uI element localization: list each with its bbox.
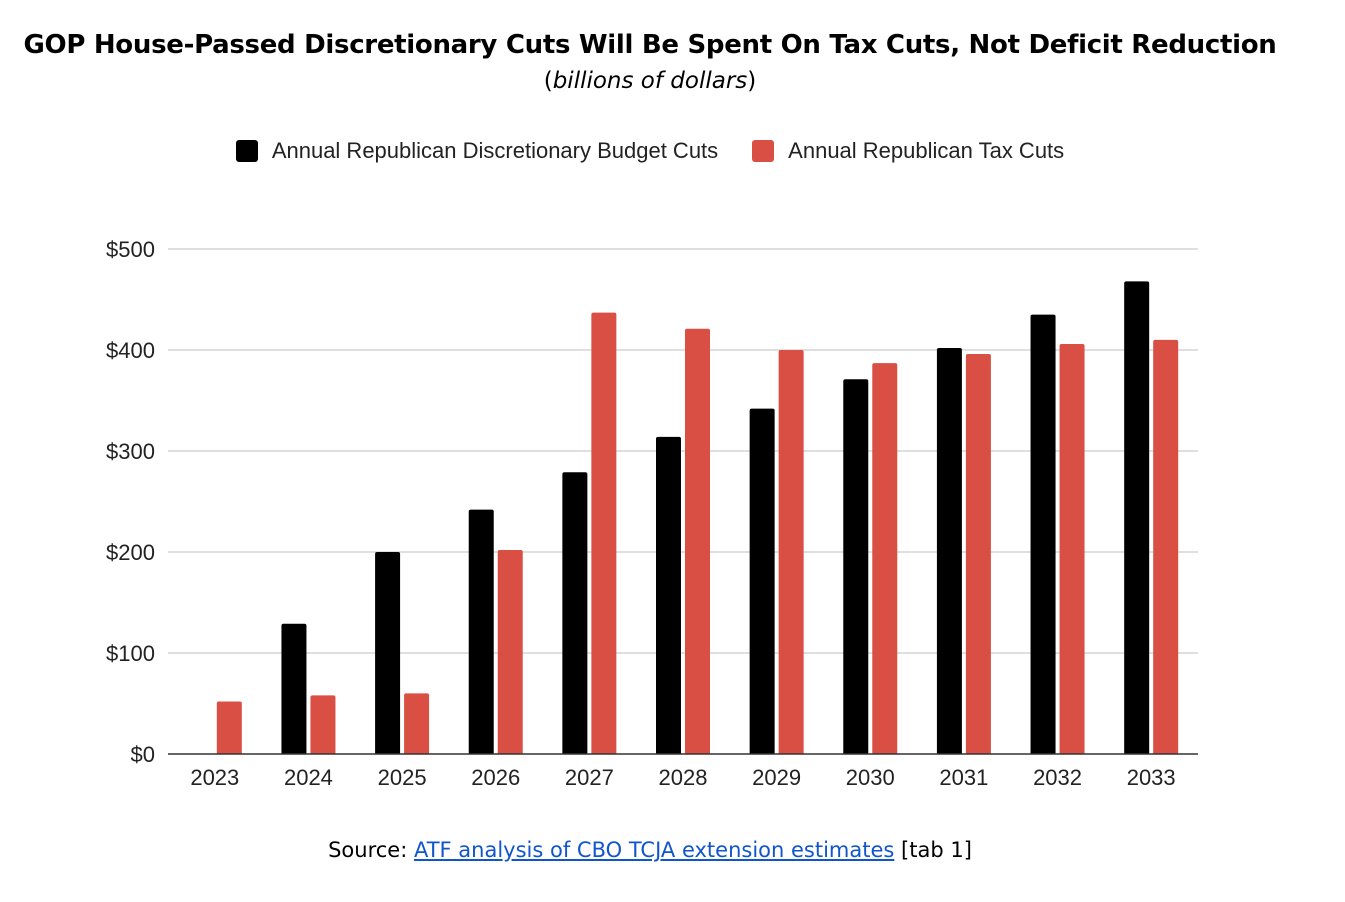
subtitle-close-paren: ) [747, 68, 757, 94]
legend-swatch-discretionary [235, 140, 258, 162]
bar-tax [591, 312, 617, 754]
bar-tax [497, 549, 523, 754]
y-tick-label: $200 [106, 540, 155, 565]
x-tick-label: 2031 [939, 765, 988, 790]
legend-item-tax: Annual Republican Tax Cuts [752, 138, 1064, 164]
y-tick-label: $300 [106, 439, 155, 464]
source-link[interactable]: ATF analysis of CBO TCJA extension estim… [413, 838, 895, 862]
source-note: Source: ATF analysis of CBO TCJA extensi… [0, 838, 1300, 862]
bar-discretionary [656, 436, 681, 754]
bar-discretionary [1124, 281, 1150, 754]
bar-discretionary [1030, 314, 1056, 754]
legend-label-discretionary: Annual Republican Discretionary Budget C… [271, 138, 719, 163]
legend-label-tax: Annual Republican Tax Cuts [788, 138, 1065, 163]
x-tick-label: 2028 [659, 765, 708, 790]
bar-tax [310, 695, 336, 754]
chart-subtitle: (billions of dollars) [0, 68, 1300, 94]
y-tick-label: $100 [106, 641, 155, 666]
x-tick-label: 2027 [565, 765, 614, 790]
y-tick-label: $0 [131, 742, 155, 767]
chart-title: GOP House-Passed Discretionary Cuts Will… [23, 30, 1277, 60]
x-tick-label: 2023 [190, 765, 239, 790]
bar-discretionary [562, 472, 588, 754]
x-tick-label: 2032 [1033, 765, 1082, 790]
x-tick-label: 2025 [378, 765, 427, 790]
bar-tax [1153, 339, 1179, 754]
y-tick-label: $400 [106, 338, 155, 363]
bar-discretionary [375, 552, 401, 754]
source-suffix: [tab 1] [894, 838, 972, 862]
bar-tax [872, 363, 898, 754]
bar-tax [965, 354, 991, 754]
chart-legend: Annual Republican Discretionary Budget C… [0, 138, 1300, 164]
subtitle-open-paren: ( [543, 68, 553, 94]
bar-discretionary [936, 347, 962, 754]
x-tick-label: 2029 [752, 765, 801, 790]
legend-swatch-tax [752, 140, 775, 162]
bar-tax [216, 701, 242, 754]
x-tick-label: 2026 [471, 765, 520, 790]
bar-discretionary [843, 379, 869, 754]
legend-item-discretionary: Annual Republican Discretionary Budget C… [235, 138, 719, 164]
x-tick-label: 2030 [846, 765, 895, 790]
bar-discretionary [281, 623, 307, 754]
bar-tax [1059, 343, 1085, 754]
source-prefix: Source: [328, 838, 414, 862]
bar-discretionary [749, 408, 775, 754]
x-tick-label: 2033 [1127, 765, 1176, 790]
bar-tax [404, 693, 430, 754]
subtitle-units: billions of dollars [552, 68, 748, 94]
y-tick-label: $500 [106, 237, 155, 262]
bar-tax [685, 328, 710, 754]
bar-discretionary [468, 509, 494, 754]
x-tick-label: 2024 [284, 765, 333, 790]
bar-tax [778, 350, 804, 754]
